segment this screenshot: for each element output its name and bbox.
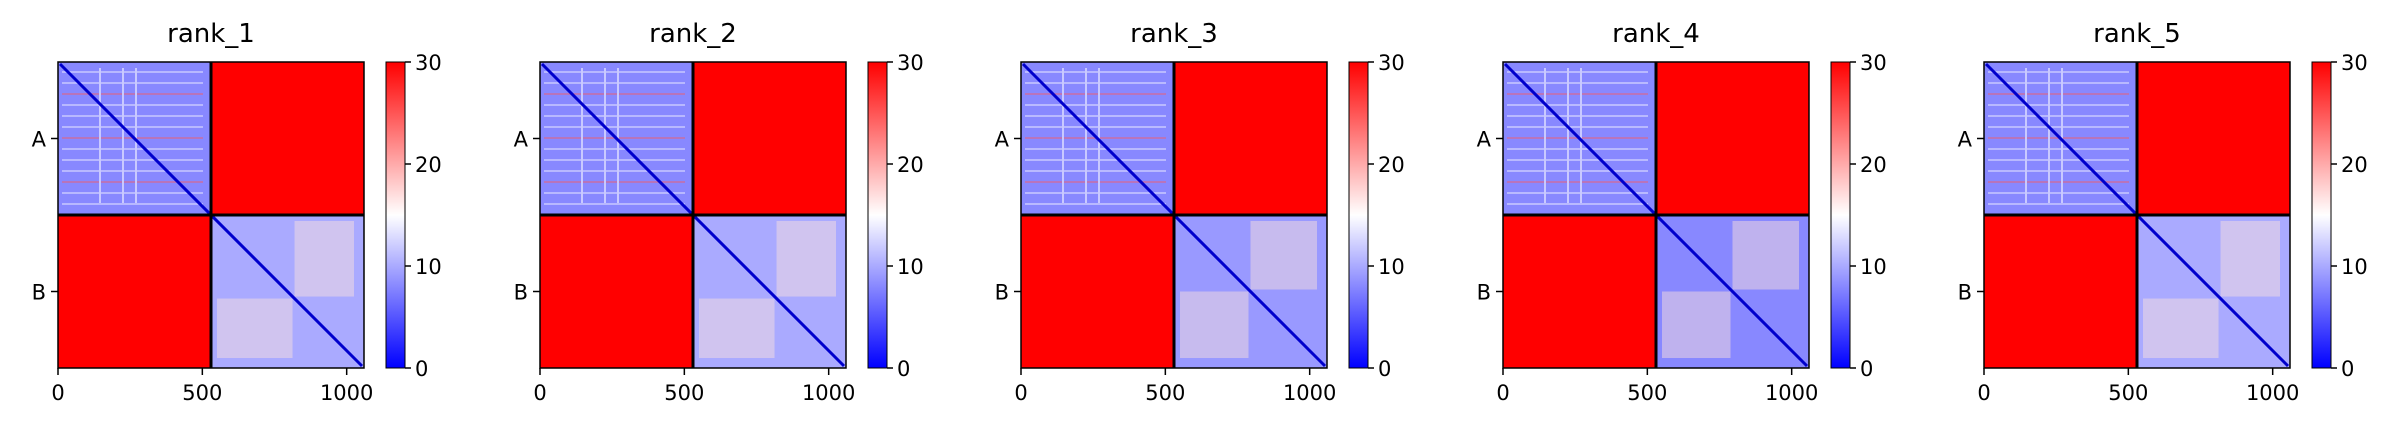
x-tick-label: 1000 [2246, 381, 2299, 405]
heatmap-block-A-B [211, 62, 364, 215]
y-tick-label-A: A [1477, 128, 1492, 152]
colorbar [867, 61, 888, 369]
heatmap-block-B-A [1984, 215, 2137, 368]
colorbar-tick-label: 20 [415, 153, 442, 177]
x-tick-label: 1000 [1765, 381, 1818, 405]
y-tick-label-B: B [1958, 281, 1972, 305]
colorbar-tick-label: 0 [897, 357, 910, 381]
heatmap-frame [1020, 61, 1328, 369]
heatmap-texture [544, 68, 836, 358]
x-tick-label: 0 [533, 381, 546, 405]
colorbar-tick-label: 20 [2341, 153, 2368, 177]
panel-title: rank_2 [649, 19, 737, 49]
colorbar-tick-label: 30 [1860, 51, 1887, 75]
colorbar-tick-label: 0 [415, 357, 428, 381]
colorbar-tick-label: 30 [2341, 51, 2368, 75]
heatmap-block-B-A [540, 215, 693, 368]
colorbar-tick-label: 10 [415, 255, 442, 279]
panel-rank_2: rank_2 0 500 1000 A B 0 10 20 30 [514, 19, 924, 405]
colorbar-tick-label: 20 [1378, 153, 1405, 177]
heatmap-block-A-B [1174, 62, 1327, 215]
y-tick-label-A: A [1958, 128, 1973, 152]
heatmap-texture [1507, 68, 1799, 358]
colorbar-tick-label: 20 [897, 153, 924, 177]
heatmap-block-B-A [58, 215, 211, 368]
x-tick-label: 500 [664, 381, 704, 405]
x-tick-label: 1000 [320, 381, 373, 405]
colorbar-tick-label: 30 [1378, 51, 1405, 75]
colorbar-tick-label: 0 [1860, 357, 1873, 381]
x-tick-label: 500 [2108, 381, 2148, 405]
panel-title: rank_1 [167, 19, 255, 49]
colorbar-tick-label: 0 [1378, 357, 1391, 381]
heatmap-block-B-A [1503, 215, 1656, 368]
panel-title: rank_5 [2093, 19, 2181, 49]
colorbar [1348, 61, 1369, 369]
x-tick-label: 0 [1496, 381, 1509, 405]
panel-rank_4: rank_4 0 500 1000 A B 0 10 20 30 [1477, 19, 1887, 405]
panel-rank_3: rank_3 0 500 1000 A B 0 10 20 30 [995, 19, 1405, 405]
x-tick-label: 0 [1977, 381, 1990, 405]
x-tick-label: 500 [1145, 381, 1185, 405]
heatmap-frame [1983, 61, 2291, 369]
x-tick-label: 500 [182, 381, 222, 405]
heatmap-frame [57, 61, 365, 369]
colorbar-tick-label: 10 [2341, 255, 2368, 279]
y-tick-label-B: B [1477, 281, 1491, 305]
heatmap-texture [1988, 68, 2280, 358]
colorbar-tick-label: 30 [897, 51, 924, 75]
colorbar-tick-label: 30 [415, 51, 442, 75]
y-tick-label-B: B [995, 281, 1009, 305]
x-tick-label: 500 [1627, 381, 1667, 405]
x-tick-label: 0 [1014, 381, 1027, 405]
y-tick-label-A: A [995, 128, 1010, 152]
panel-title: rank_4 [1612, 19, 1700, 49]
y-tick-label-B: B [32, 281, 46, 305]
heatmap-block-A-B [1656, 62, 1809, 215]
y-tick-label-B: B [514, 281, 528, 305]
colorbar [1830, 61, 1851, 369]
y-tick-label-A: A [32, 128, 47, 152]
heatmap-block-A-B [2137, 62, 2290, 215]
heatmap-frame [1502, 61, 1810, 369]
colorbar [2311, 61, 2332, 369]
colorbar-tick-label: 10 [1378, 255, 1405, 279]
colorbar [385, 61, 406, 369]
panel-rank_1: rank_1 0 500 1000 A B 0 10 20 30 [32, 19, 442, 405]
heatmap-frame [539, 61, 847, 369]
x-tick-label: 0 [51, 381, 64, 405]
panel-title: rank_3 [1130, 19, 1218, 49]
x-tick-label: 1000 [1283, 381, 1336, 405]
colorbar-tick-label: 10 [897, 255, 924, 279]
colorbar-tick-label: 10 [1860, 255, 1887, 279]
x-tick-label: 1000 [802, 381, 855, 405]
y-tick-label-A: A [514, 128, 529, 152]
colorbar-tick-label: 20 [1860, 153, 1887, 177]
colorbar-tick-label: 0 [2341, 357, 2354, 381]
heatmap-block-A-B [693, 62, 846, 215]
heatmap-block-B-A [1021, 215, 1174, 368]
heatmap-texture [1025, 68, 1317, 358]
panel-rank_5: rank_5 0 500 1000 A B 0 10 20 30 [1958, 19, 2368, 405]
